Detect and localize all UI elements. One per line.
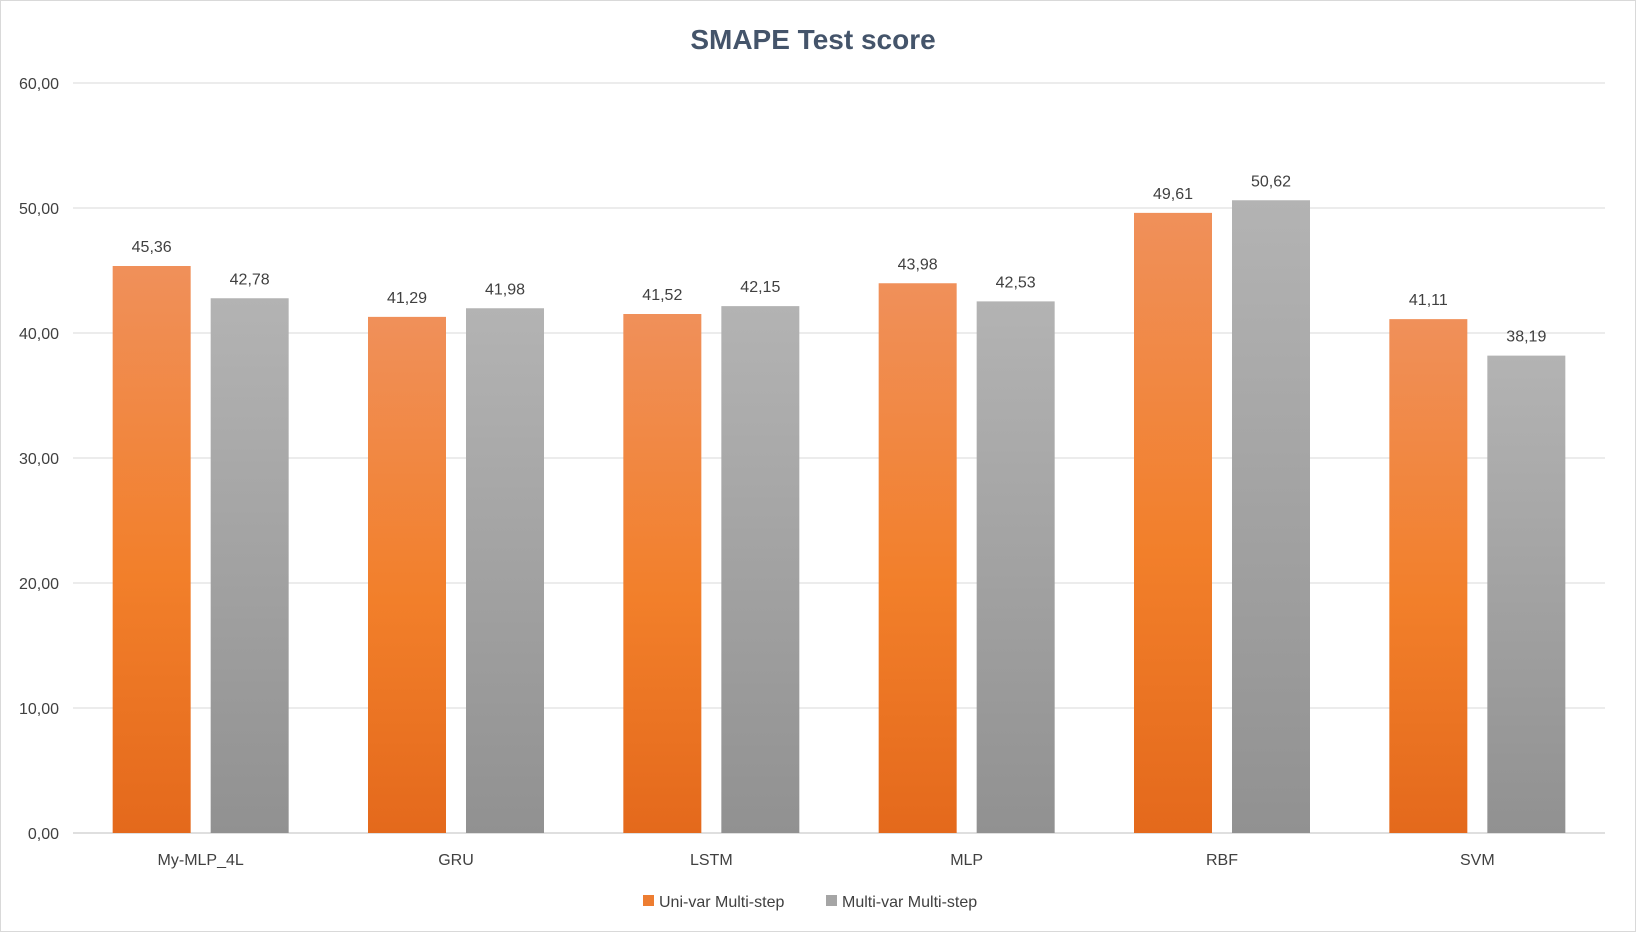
y-tick-label: 20,00 — [19, 576, 59, 593]
x-axis-category-labels: My-MLP_4L GRU LSTM MLP RBF SVM — [158, 852, 1495, 869]
gridlines — [73, 82, 1605, 834]
x-tick-label: GRU — [438, 852, 474, 869]
chart-title: SMAPE Test score — [690, 24, 935, 55]
data-label: 41,98 — [485, 281, 525, 298]
y-tick-label: 50,00 — [19, 201, 59, 218]
x-tick-label: RBF — [1206, 852, 1238, 869]
data-label: 41,29 — [387, 290, 427, 307]
bar — [210, 298, 289, 833]
bar — [878, 283, 957, 833]
bar — [1487, 355, 1566, 833]
y-tick-label: 40,00 — [19, 326, 59, 343]
legend-swatch — [826, 895, 837, 906]
data-label: 43,98 — [898, 256, 938, 273]
bar — [466, 308, 544, 833]
data-label: 45,36 — [132, 239, 172, 256]
x-tick-label: MLP — [950, 852, 983, 869]
y-tick-label: 30,00 — [19, 451, 59, 468]
data-label: 42,15 — [740, 279, 780, 296]
data-label: 41,52 — [642, 287, 682, 304]
bar — [623, 314, 702, 833]
x-tick-label: LSTM — [690, 852, 733, 869]
bar — [368, 316, 446, 833]
legend: Uni-var Multi-step Multi-var Multi-step — [643, 894, 977, 911]
data-label: 38,19 — [1506, 329, 1546, 346]
data-label: 41,11 — [1409, 292, 1448, 309]
bar — [1232, 200, 1310, 833]
data-labels: 45,36 42,78 41,29 41,98 41,52 42,15 43,98 42,53… — [132, 173, 1547, 345]
bar — [976, 301, 1055, 833]
bar — [112, 266, 191, 833]
bar — [721, 306, 800, 833]
legend-swatch — [643, 895, 654, 906]
y-tick-label: 0,00 — [28, 826, 59, 843]
data-label: 49,61 — [1153, 186, 1193, 203]
legend-label: Uni-var Multi-step — [659, 894, 784, 911]
data-label: 50,62 — [1251, 173, 1291, 190]
x-tick-label: SVM — [1460, 852, 1495, 869]
x-tick-label: My-MLP_4L — [158, 852, 244, 869]
legend-label: Multi-var Multi-step — [842, 894, 977, 911]
y-tick-label: 10,00 — [19, 701, 59, 718]
data-label: 42,78 — [230, 271, 270, 288]
bar — [1134, 212, 1212, 833]
bars — [112, 200, 1566, 833]
y-tick-label: 60,00 — [19, 76, 59, 93]
data-label: 42,53 — [996, 274, 1036, 291]
bar — [1389, 319, 1468, 833]
y-axis-tick-labels: 0,00 10,00 20,00 30,00 40,00 50,00 60,00 — [19, 76, 59, 843]
